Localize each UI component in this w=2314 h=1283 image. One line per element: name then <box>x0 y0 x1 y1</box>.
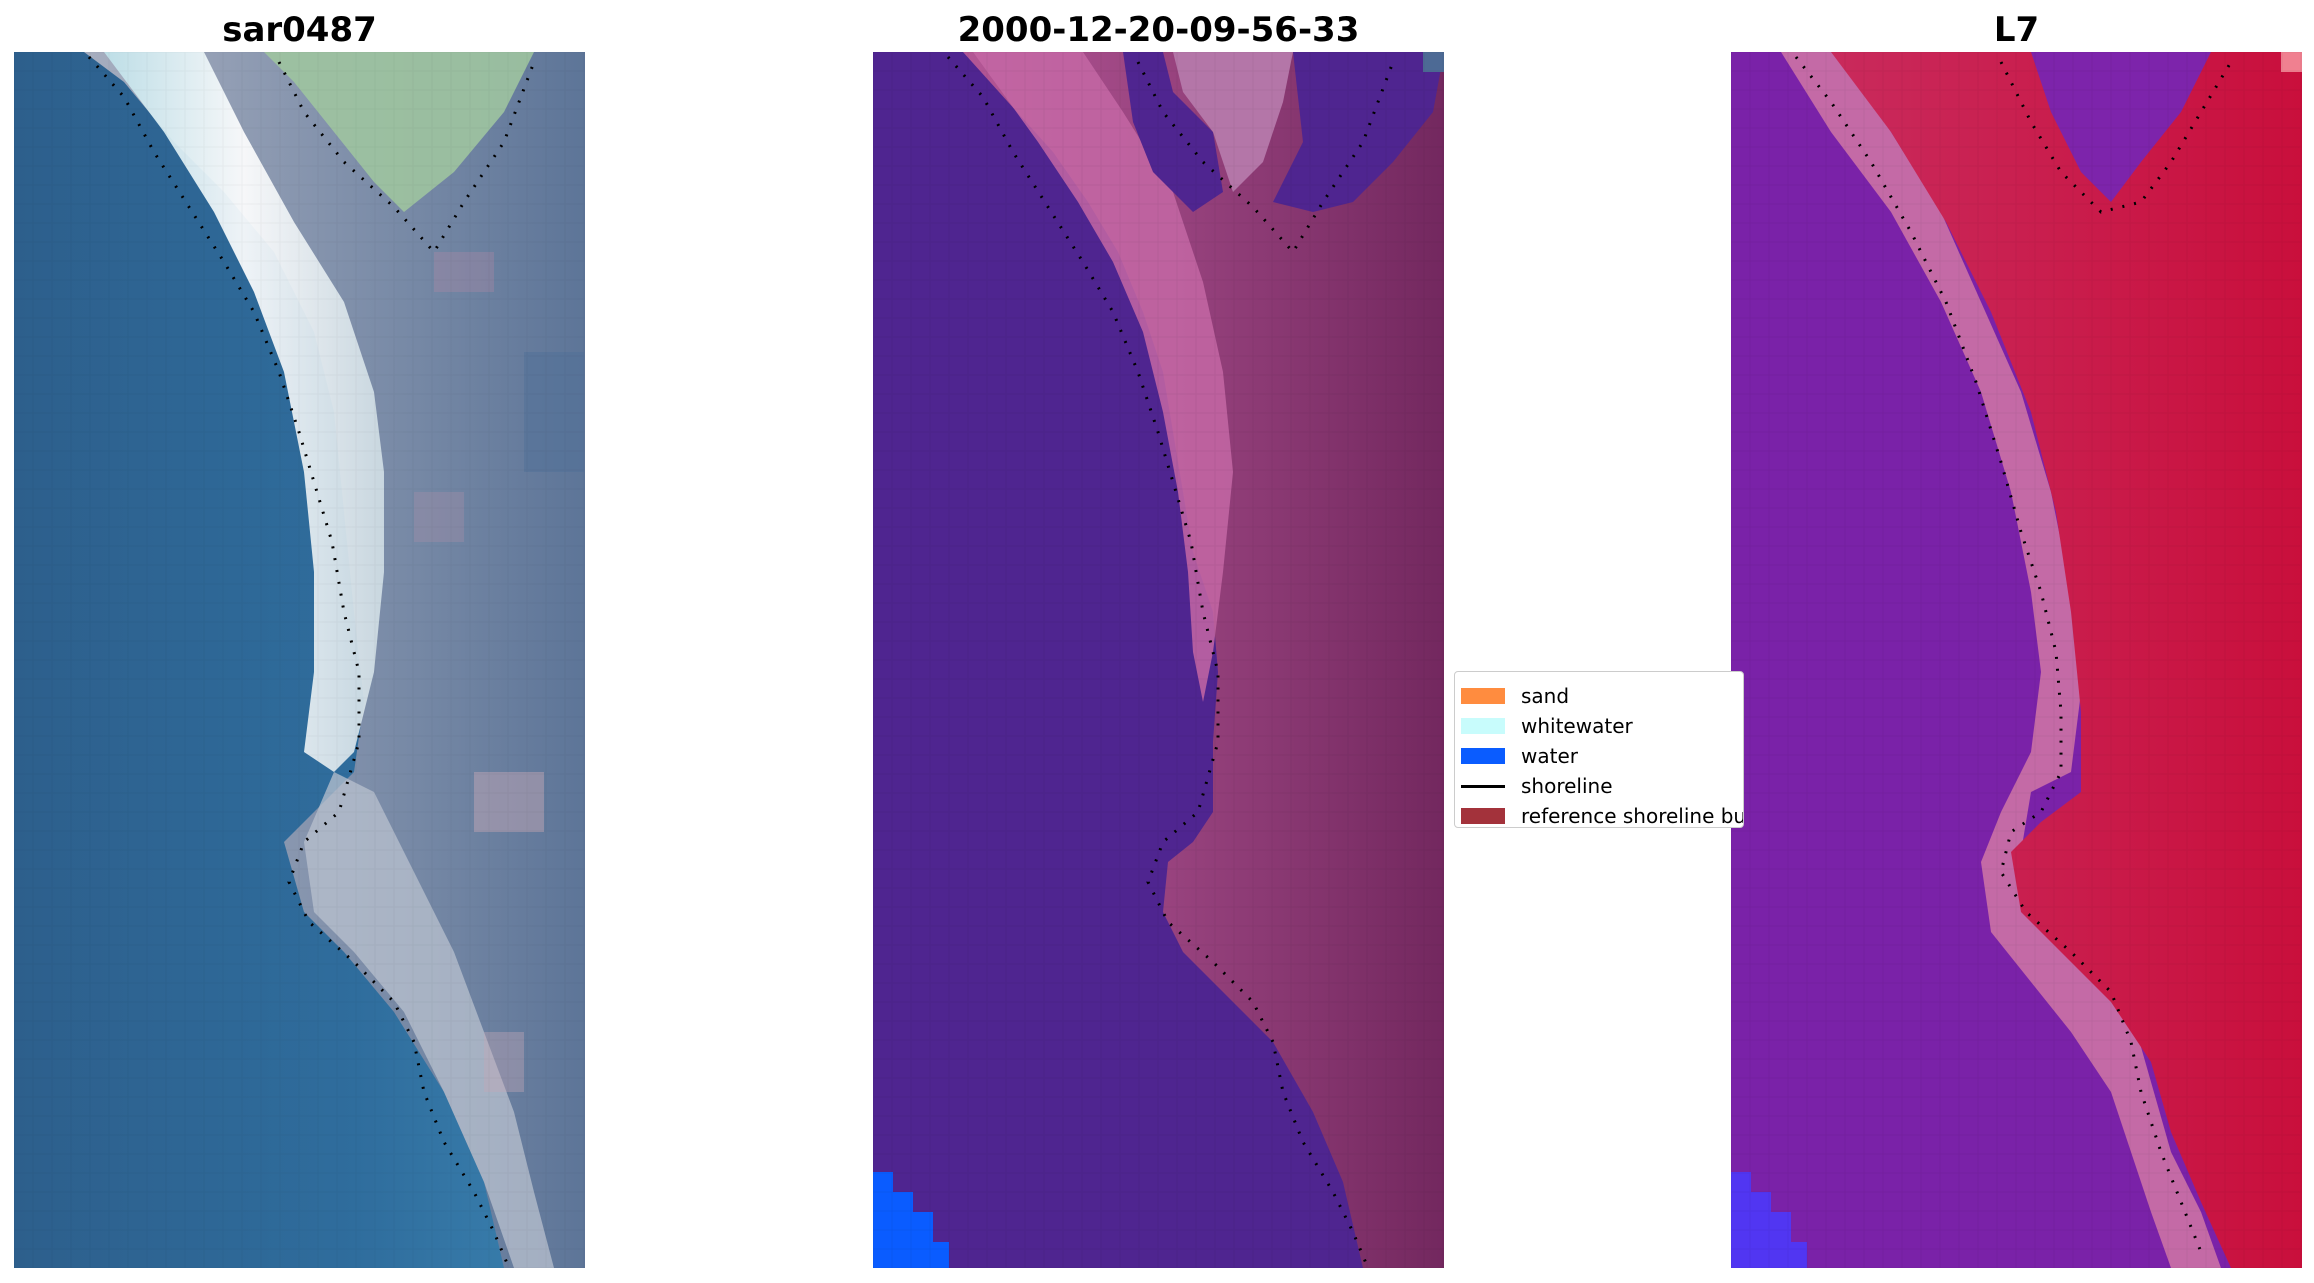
legend-swatch-reference-shoreline-buffer <box>1461 808 1505 824</box>
legend-line-shoreline <box>1461 784 1505 788</box>
index-image-panel <box>1731 52 2302 1268</box>
legend-item-water: water <box>1461 742 1578 770</box>
reference-shoreline-dots <box>1136 61 1395 255</box>
reference-shoreline-dots <box>277 61 536 255</box>
index-image <box>1731 52 2302 1268</box>
legend-swatch-whitewater <box>1461 718 1505 734</box>
panel-title-classified: 2000-12-20-09-56-33 <box>957 10 1360 50</box>
classified-image <box>873 52 1444 1268</box>
legend-item-reference-shoreline-buffer: reference shoreline buffer <box>1461 802 1743 828</box>
legend-swatch-sand <box>1461 688 1505 704</box>
rgb-image <box>14 52 585 1268</box>
legend-label-reference-shoreline-buffer: reference shoreline buffer <box>1521 804 1743 828</box>
legend-label-sand: sand <box>1521 684 1570 708</box>
legend-item-shoreline: shoreline <box>1461 772 1613 800</box>
legend-item-sand: sand <box>1461 682 1569 710</box>
classified-image-panel <box>873 52 1444 1268</box>
legend: sand whitewater water shoreline referenc… <box>1454 671 1744 828</box>
panel-title-index: L7 <box>1993 10 2040 50</box>
panel-title-rgb: sar0487 <box>222 10 377 50</box>
legend-label-water: water <box>1521 744 1578 768</box>
legend-swatch-water <box>1461 748 1505 764</box>
legend-label-whitewater: whitewater <box>1521 714 1633 738</box>
legend-label-shoreline: shoreline <box>1521 774 1613 798</box>
rgb-image-panel <box>14 52 585 1268</box>
legend-item-whitewater: whitewater <box>1461 712 1633 740</box>
